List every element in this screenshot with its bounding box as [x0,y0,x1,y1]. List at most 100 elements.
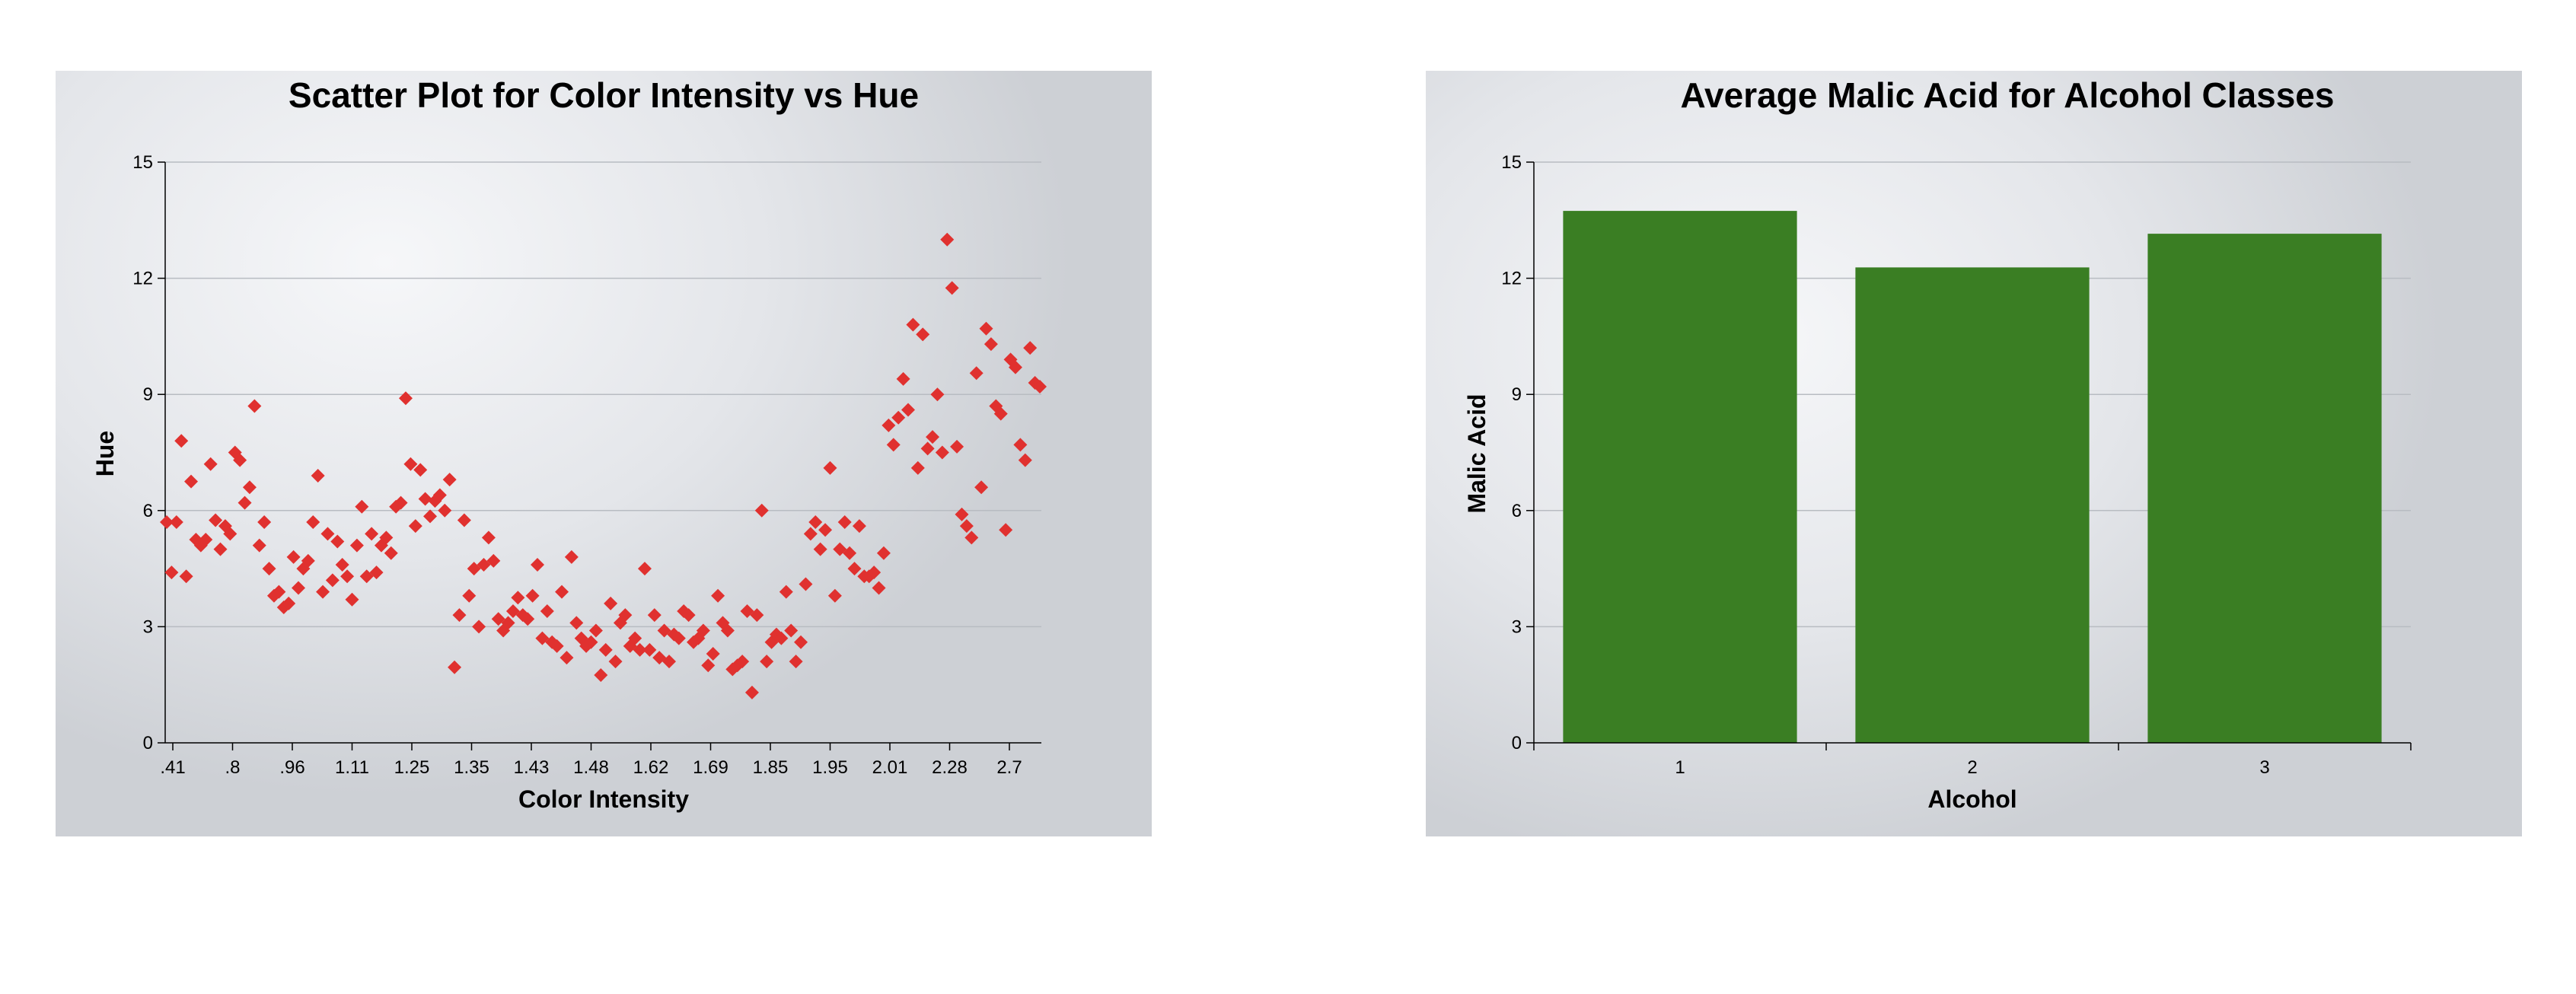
scatter-chart: Scatter Plot for Color Intensity vs Hue … [91,75,1047,813]
scatter-point [423,509,438,524]
scatter-y-axis-label: Hue [91,431,119,476]
scatter-point [604,596,618,610]
scatter-point [179,569,193,584]
scatter-point [462,588,477,603]
scatter-y-tick-label: 9 [143,384,153,405]
bar-y-tick-label: 3 [1512,616,1522,637]
scatter-point [823,460,837,475]
scatter-point [852,519,866,534]
scatter-point [257,515,272,530]
scatter-point [320,527,335,541]
scatter-point [964,530,979,545]
scatter-point [560,651,574,665]
scatter-point [901,403,915,417]
scatter-point [935,445,949,460]
scatter-point [174,434,189,448]
scatter-chart-panel: Scatter Plot for Color Intensity vs Hue … [56,71,1152,836]
scatter-point [286,550,301,564]
scatter-point [330,534,345,549]
scatter-point [203,457,218,471]
scatter-point [311,469,325,483]
scatter-x-tick-label: 1.35 [454,757,489,778]
scatter-point [1033,380,1047,394]
bar-chart-panel: Average Malic Acid for Alcohol Classes 0… [1426,71,2522,836]
scatter-point [628,631,642,645]
scatter-point [647,608,662,623]
scatter-point [325,573,340,588]
scatter-point [920,441,935,456]
bar-chart-title: Average Malic Acid for Alcohol Classes [1681,75,2335,115]
scatter-point [959,519,974,534]
scatter-point [413,463,428,477]
scatter-point [999,523,1013,537]
scatter-point [876,546,891,560]
scatter-point [696,623,710,638]
bar-y-tick-label: 0 [1512,733,1522,753]
scatter-point [779,585,793,599]
scatter-point [209,513,223,527]
scatter-point [486,553,501,568]
scatter-point [169,515,183,530]
scatter-point [633,642,647,657]
scatter-point [872,581,886,595]
bar-2 [1855,267,2090,744]
scatter-point [598,642,613,657]
scatter-point [403,457,418,471]
scatter-x-tick-label: 1.11 [335,757,369,778]
scatter-point [930,387,945,402]
scatter-point [345,592,359,607]
bar-y-tick-label: 12 [1501,269,1522,289]
scatter-point [867,565,882,580]
scatter-point [711,588,725,603]
scatter-point [442,473,457,487]
scatter-point [813,542,827,556]
scatter-point [340,569,355,584]
scatter-point [979,321,993,336]
scatter-point [408,519,422,534]
bar-y-tick-label: 9 [1512,384,1522,405]
scatter-point [637,562,652,576]
scatter-point [847,562,862,576]
scatter-point [242,480,257,495]
scatter-point [369,565,384,580]
scatter-gridlines [165,161,1041,628]
scatter-point [984,337,998,352]
scatter-point [1013,438,1028,452]
scatter-point [882,418,896,432]
scatter-point [457,513,471,527]
scatter-point [950,439,964,454]
bar-x-tick-label: 3 [2259,757,2269,778]
bar-bars [1563,211,2382,744]
scatter-point [642,642,657,657]
scatter-point [701,658,716,673]
scatter-point [525,588,540,603]
bar-y-ticks: 0 3 6 9 12 15 [1501,152,1534,753]
scatter-point [213,542,228,556]
scatter-point [379,530,394,545]
scatter-point [618,608,633,623]
scatter-point [891,410,906,425]
scatter-point [969,366,984,381]
scatter-point [837,515,852,530]
scatter-point [735,655,750,669]
scatter-point [438,503,452,518]
scatter-chart-title: Scatter Plot for Color Intensity vs Hue [289,75,919,115]
scatter-point [799,577,813,591]
scatter-point [184,474,199,489]
scatter-point [760,655,774,669]
scatter-x-tick-label: 1.85 [753,757,789,778]
scatter-x-tick-label: 2.01 [872,757,908,778]
scatter-x-tick-label: 1.62 [633,757,669,778]
scatter-point [803,527,818,541]
scatter-point [794,635,808,649]
scatter-point [306,515,320,530]
scatter-point [818,523,833,537]
bar-x-tick-label: 1 [1675,757,1685,778]
scatter-point [365,527,379,541]
scatter-point [540,604,554,619]
scatter-point [252,538,266,553]
scatter-point [335,558,349,572]
scatter-point [564,550,579,564]
scatter-x-tick-label: .41 [160,757,185,778]
scatter-x-tick-label: 2.28 [932,757,968,778]
